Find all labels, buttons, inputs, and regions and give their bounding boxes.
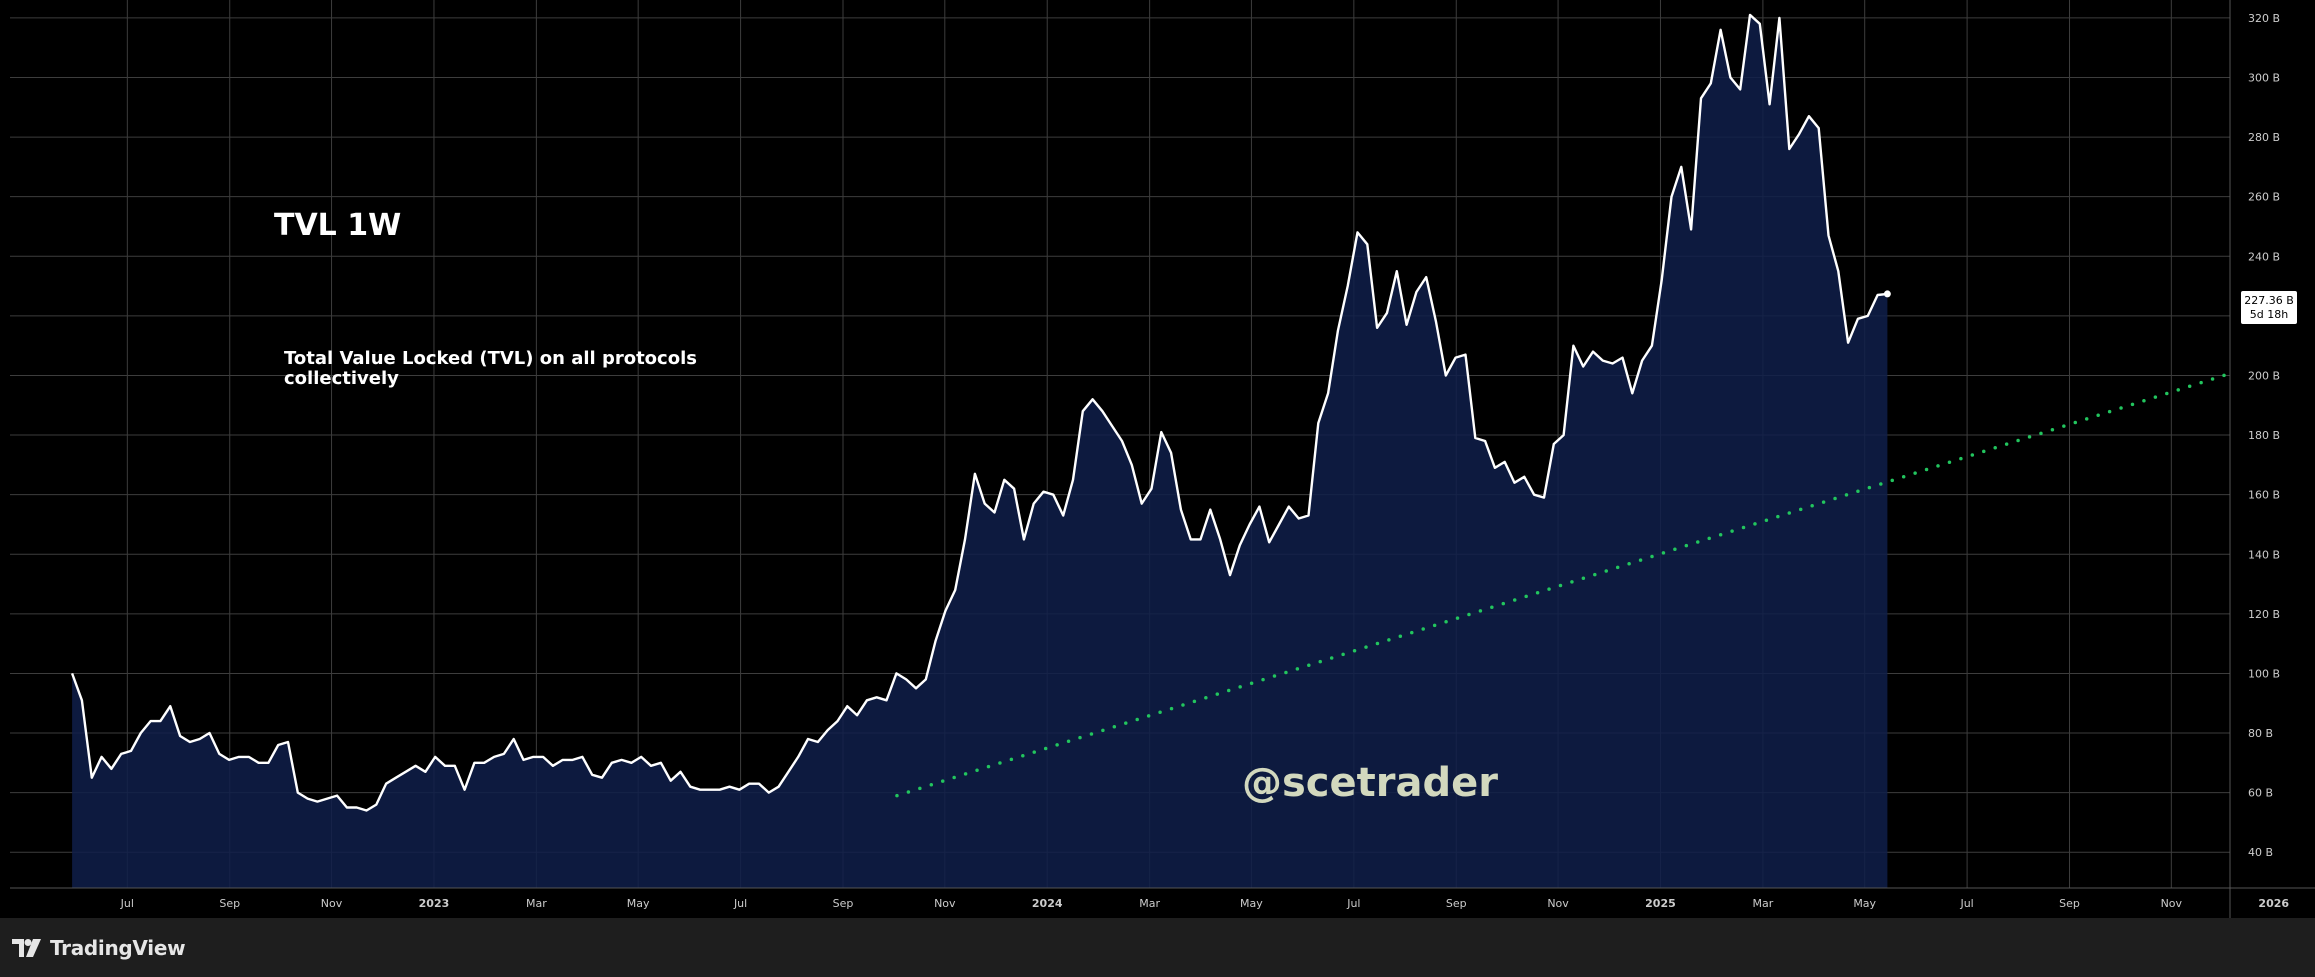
last-value-label: 227.36 B [2244,294,2294,307]
price-scale-background [2230,0,2315,888]
tvl-area-fill [72,14,1888,888]
tradingview-logo[interactable]: TradingView [12,935,186,960]
x-tick-label: 2023 [419,897,450,910]
y-tick-label: 240 B [2248,250,2280,263]
x-tick-label: Jul [120,897,134,910]
footer: TradingView [0,918,2315,977]
chart-title: TVL 1W [274,208,401,243]
x-tick-label: Nov [934,897,956,910]
subtitle-line-1: Total Value Locked (TVL) on all protocol… [284,348,697,369]
x-tick-label: Jul [1959,897,1973,910]
y-tick-label: 100 B [2248,667,2280,680]
tradingview-logo-icon [12,938,41,957]
y-tick-label: 260 B [2248,191,2280,204]
x-tick-label: Jul [1346,897,1360,910]
y-tick-label: 140 B [2248,548,2280,561]
chart: 40 B 60 B 80 B 100 B 120 B 140 B 160 B 180 B 200… [10,0,2315,918]
y-tick-label: 320 B [2248,12,2280,25]
x-tick-label: Sep [219,897,240,910]
tvl-series-line [70,13,1888,812]
y-tick-label: 120 B [2248,608,2280,621]
x-tick-label: May [627,897,650,910]
y-tick-label: 60 B [2248,787,2273,800]
x-tick-label: Sep [2059,897,2080,910]
x-tick-label: Sep [833,897,854,910]
x-tick-label: Mar [526,897,547,910]
y-axis: 40 B 60 B 80 B 100 B 120 B 140 B 160 B 180 B 200… [2248,12,2280,859]
x-tick-label: Mar [1139,897,1160,910]
y-tick-label: 80 B [2248,727,2273,740]
last-value-point [1883,290,1891,298]
trendline-dotted [895,358,2273,798]
brand-name: TradingView [50,935,186,960]
chart-subtitle: Total Value Locked (TVL) on all protocol… [284,348,697,389]
x-tick-label: Nov [321,897,343,910]
x-tick-label: Nov [2161,897,2183,910]
last-value-countdown: 5d 18h [2250,308,2288,321]
x-tick-label: 2026 [2258,897,2289,910]
x-tick-label: Sep [1446,897,1467,910]
y-tick-label: 200 B [2248,369,2280,382]
y-tick-label: 300 B [2248,71,2280,84]
last-value-badge: 227.36 B 5d 18h [2241,291,2297,324]
trendline [895,358,2273,798]
x-tick-label: Mar [1753,897,1774,910]
y-tick-label: 280 B [2248,131,2280,144]
y-tick-label: 160 B [2248,489,2280,502]
x-tick-label: 2024 [1032,897,1063,910]
x-tick-label: May [1853,897,1876,910]
y-tick-label: 40 B [2248,846,2273,859]
x-tick-label: Nov [1547,897,1569,910]
subtitle-line-2: collectively [284,368,399,389]
x-axis: Jul Sep Nov 2023 Mar May Jul Sep Nov 2024 Mar May Ju… [120,897,2290,910]
grid [10,0,2230,888]
x-tick-label: Jul [733,897,747,910]
x-tick-label: 2025 [1645,897,1676,910]
y-tick-label: 180 B [2248,429,2280,442]
watermark: @scetrader [1242,760,1498,806]
x-tick-label: May [1240,897,1263,910]
